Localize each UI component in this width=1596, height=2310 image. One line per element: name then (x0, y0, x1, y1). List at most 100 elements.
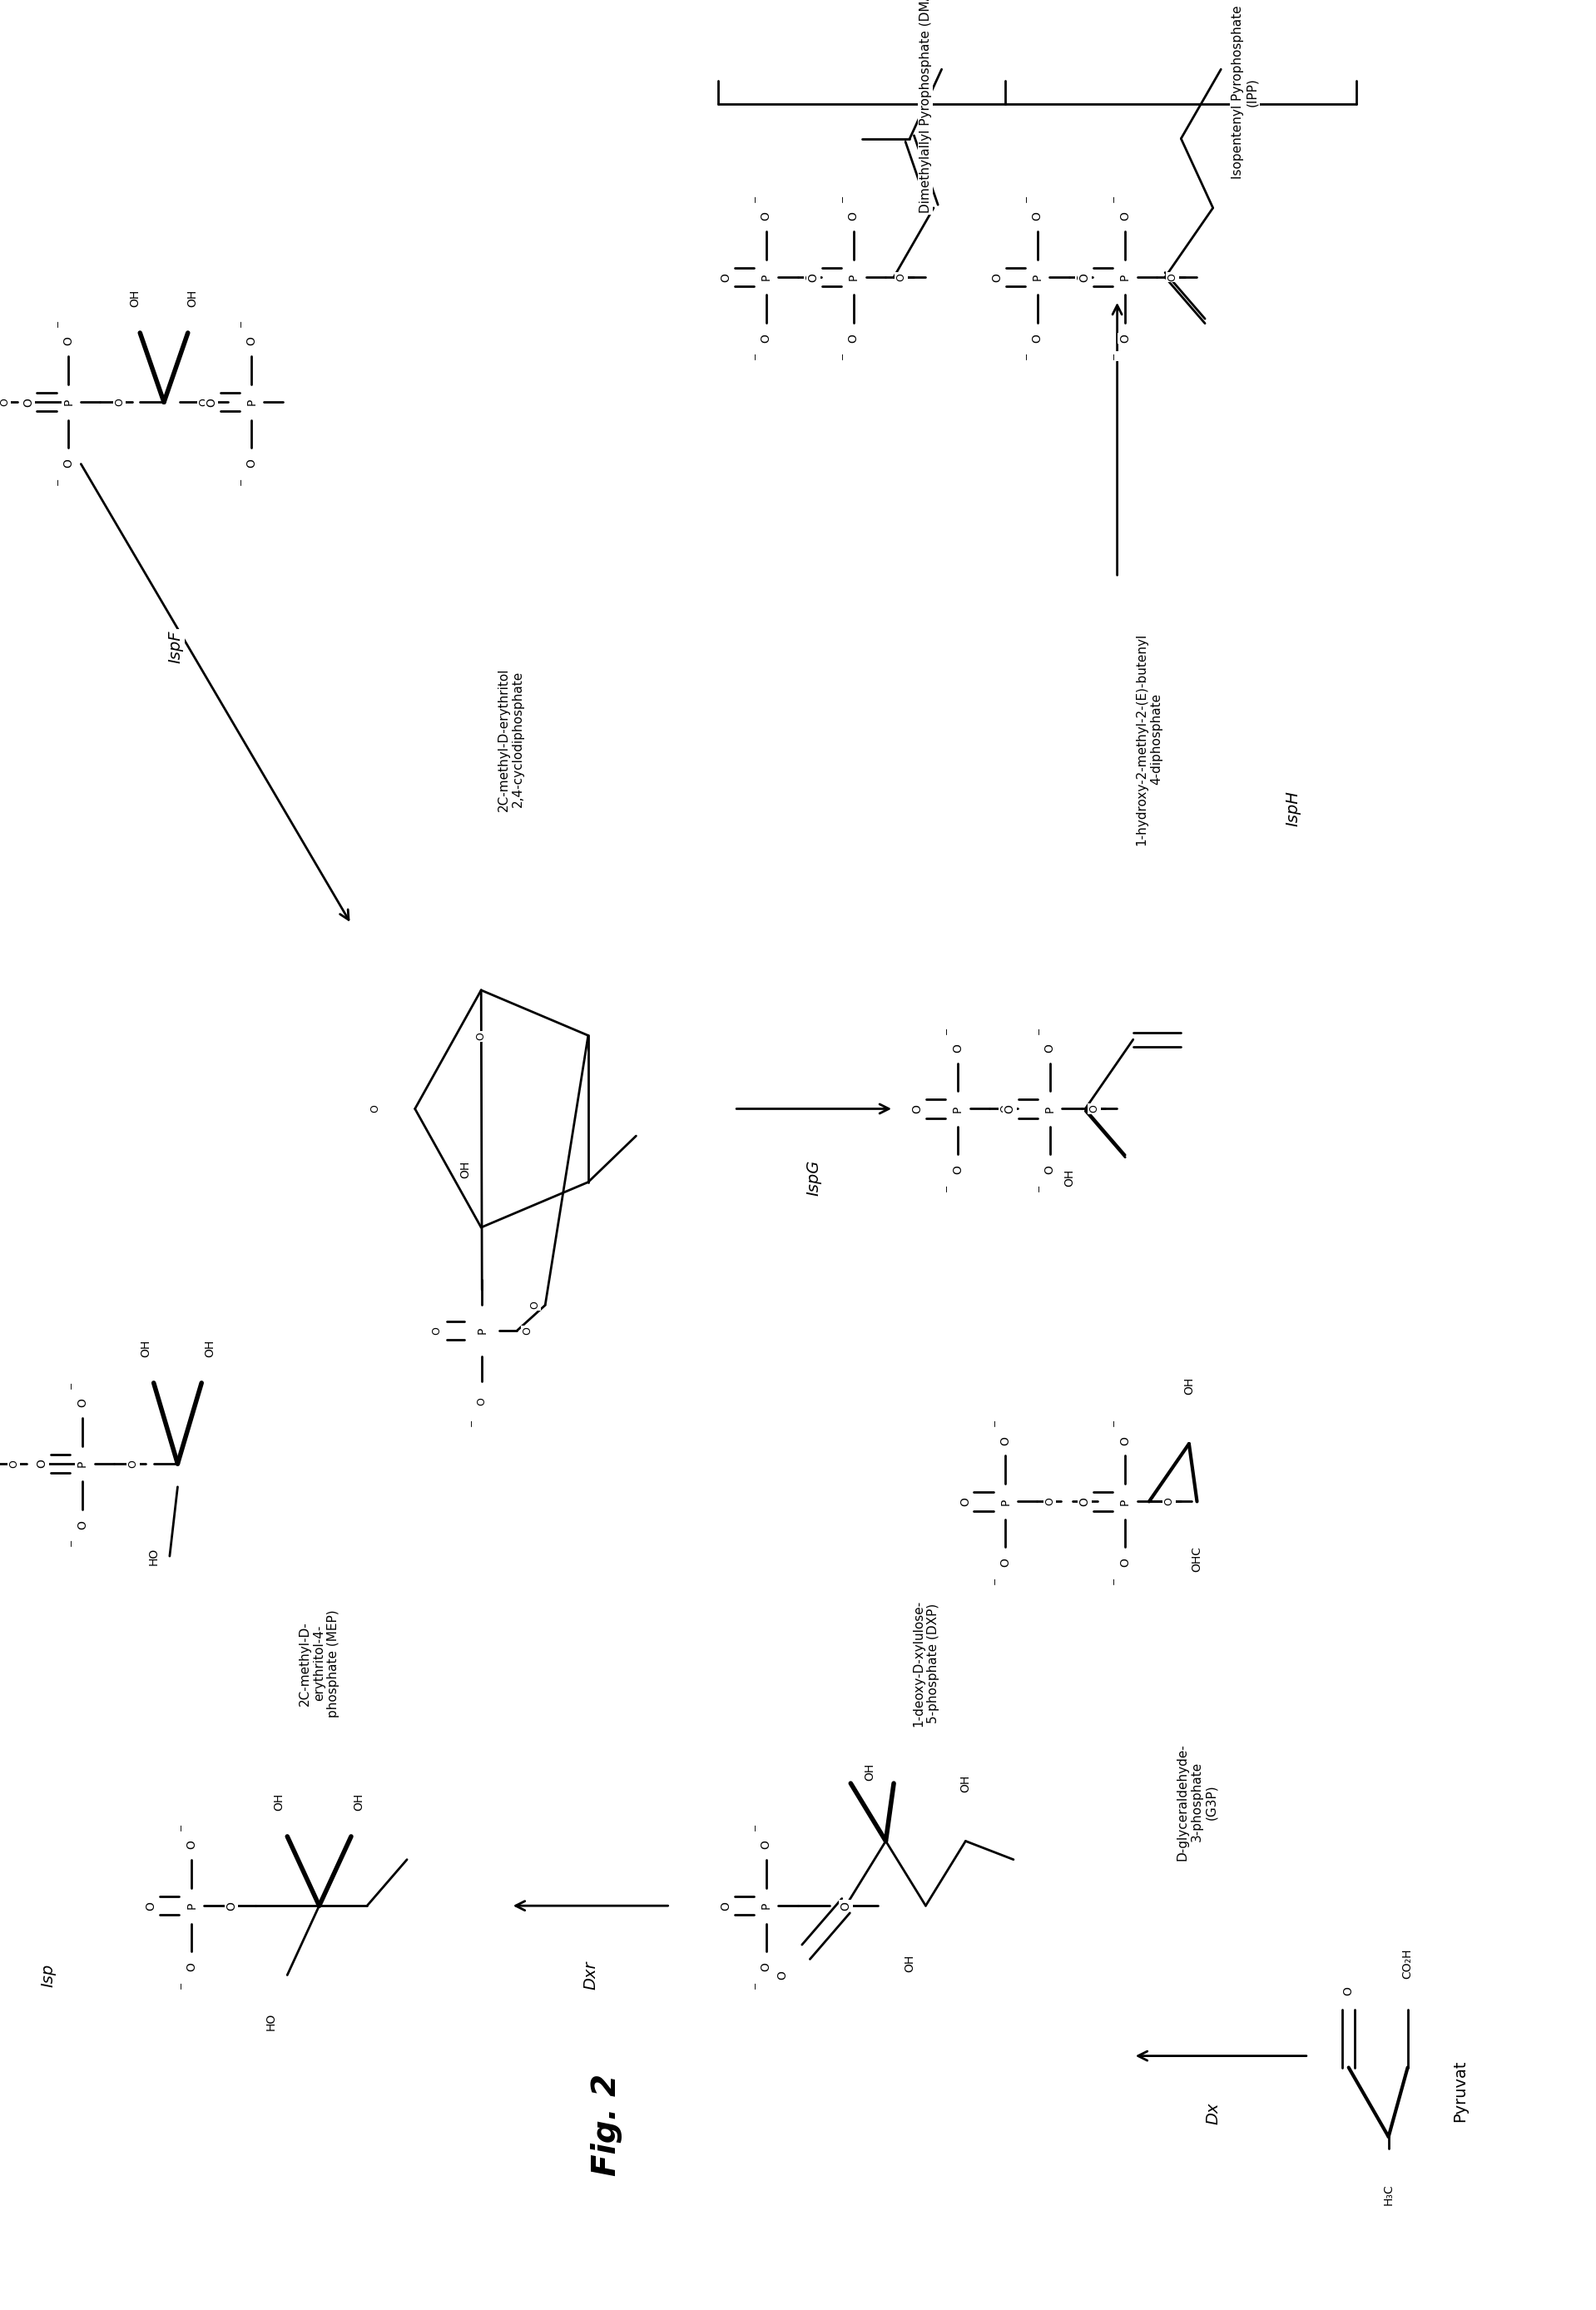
Text: P: P (1044, 1104, 1055, 1113)
Text: O: O (1167, 273, 1178, 282)
Text: O: O (1079, 273, 1090, 282)
Text: −: − (238, 319, 246, 328)
Text: O: O (1119, 213, 1130, 222)
Text: O: O (959, 1497, 970, 1506)
Text: O: O (760, 1841, 772, 1850)
Text: O: O (522, 1326, 533, 1335)
Text: O: O (145, 1901, 156, 1910)
Text: OH: OH (863, 1763, 876, 1781)
Text: −: − (1111, 351, 1119, 360)
Text: −: − (67, 1381, 77, 1388)
Text: P: P (1119, 273, 1130, 282)
Text: O: O (8, 1460, 19, 1467)
Text: −: − (943, 1183, 951, 1192)
Text: O: O (77, 1520, 88, 1529)
Text: Fig. 2: Fig. 2 (591, 2074, 622, 2176)
Text: 1-hydroxy-2-methyl-2-(E)-butenyl
4-diphosphate: 1-hydroxy-2-methyl-2-(E)-butenyl 4-dipho… (1136, 633, 1162, 845)
Text: O: O (1076, 273, 1087, 282)
Text: O: O (77, 1398, 88, 1407)
Text: P: P (246, 400, 257, 407)
Text: O: O (804, 273, 816, 282)
Text: O: O (113, 397, 124, 407)
Text: O: O (477, 1398, 487, 1407)
Text: O: O (1044, 1044, 1055, 1053)
Text: O: O (847, 333, 859, 342)
Text: 2C-methyl-D-erythritol
2,4-cyclodiphosphate: 2C-methyl-D-erythritol 2,4-cyclodiphosph… (498, 668, 523, 811)
Text: O: O (776, 1970, 788, 1980)
Text: O: O (1031, 213, 1044, 222)
Text: P: P (999, 1497, 1012, 1506)
Text: −: − (1036, 1026, 1044, 1035)
Text: HO: HO (265, 2012, 278, 2030)
Text: OH: OH (903, 1954, 916, 1973)
Text: CO₂H: CO₂H (1401, 1947, 1414, 1980)
Text: −: − (177, 1980, 185, 1989)
Text: −: − (991, 1575, 999, 1585)
Text: O: O (951, 1044, 964, 1053)
Text: O: O (1342, 1987, 1355, 1996)
Text: OH: OH (140, 1340, 152, 1356)
Text: O: O (1163, 1497, 1175, 1506)
Text: O: O (720, 1901, 731, 1910)
Text: P: P (1031, 273, 1044, 282)
Text: O: O (760, 1961, 772, 1970)
Text: −: − (752, 1980, 760, 1989)
Text: P: P (847, 273, 859, 282)
Text: HO: HO (148, 1548, 160, 1564)
Text: OHC: OHC (1191, 1545, 1203, 1573)
Text: O: O (22, 397, 34, 407)
Text: IspH: IspH (1285, 790, 1301, 827)
Text: O: O (847, 213, 859, 222)
Text: O: O (431, 1326, 442, 1335)
Text: O: O (62, 460, 75, 467)
Text: −: − (1036, 1183, 1044, 1192)
Text: O: O (760, 333, 772, 342)
Text: 1-deoxy-D-xylulose-
5-phosphate (DXP): 1-deoxy-D-xylulose- 5-phosphate (DXP) (913, 1601, 938, 1726)
Text: O: O (991, 273, 1002, 282)
Text: −: − (177, 1823, 185, 1832)
Text: O: O (530, 1301, 539, 1310)
Text: O: O (1119, 333, 1130, 342)
Text: −: − (943, 1026, 951, 1035)
Text: D-glyceraldehyde-
3-phosphate
(G3P): D-glyceraldehyde- 3-phosphate (G3P) (1176, 1744, 1218, 1860)
Text: P: P (1119, 1497, 1130, 1506)
Text: −: − (752, 194, 760, 203)
Text: −: − (468, 1418, 476, 1425)
Text: OH: OH (1183, 1377, 1195, 1395)
Text: Pyruvat: Pyruvat (1452, 2061, 1468, 2121)
Text: P: P (951, 1104, 964, 1113)
Text: OH: OH (1063, 1169, 1076, 1187)
Text: O: O (206, 397, 217, 407)
Text: O: O (808, 273, 819, 282)
Text: O: O (999, 1437, 1012, 1446)
Text: O: O (999, 1104, 1010, 1113)
Text: OH: OH (273, 1793, 286, 1811)
Text: O: O (1079, 1497, 1090, 1506)
Text: O: O (185, 1841, 198, 1850)
Text: IspG: IspG (806, 1160, 822, 1197)
Text: −: − (54, 319, 62, 328)
Text: O: O (1088, 1104, 1100, 1113)
Text: −: − (1023, 351, 1031, 360)
Text: O: O (1044, 1497, 1055, 1506)
Text: O: O (839, 1901, 851, 1910)
Text: −: − (839, 351, 847, 360)
Text: Dimethylallyl Pyrophosphate (DMAPP): Dimethylallyl Pyrophosphate (DMAPP) (919, 0, 932, 213)
Text: −: − (752, 1823, 760, 1832)
Text: −: − (1111, 1575, 1119, 1585)
Text: −: − (752, 351, 760, 360)
Text: OH: OH (129, 289, 140, 307)
Text: P: P (760, 273, 772, 282)
Text: −: − (54, 476, 62, 485)
Text: P: P (185, 1901, 198, 1910)
Text: P: P (760, 1901, 772, 1910)
Text: O: O (895, 273, 907, 282)
Text: −: − (991, 1418, 999, 1428)
Text: O: O (911, 1104, 922, 1113)
Text: H₃C: H₃C (1382, 2183, 1395, 2206)
Text: −: − (839, 194, 847, 203)
Text: O: O (720, 273, 731, 282)
Text: OH: OH (204, 1340, 215, 1356)
Text: IspF: IspF (168, 631, 184, 663)
Text: O: O (999, 1557, 1012, 1566)
